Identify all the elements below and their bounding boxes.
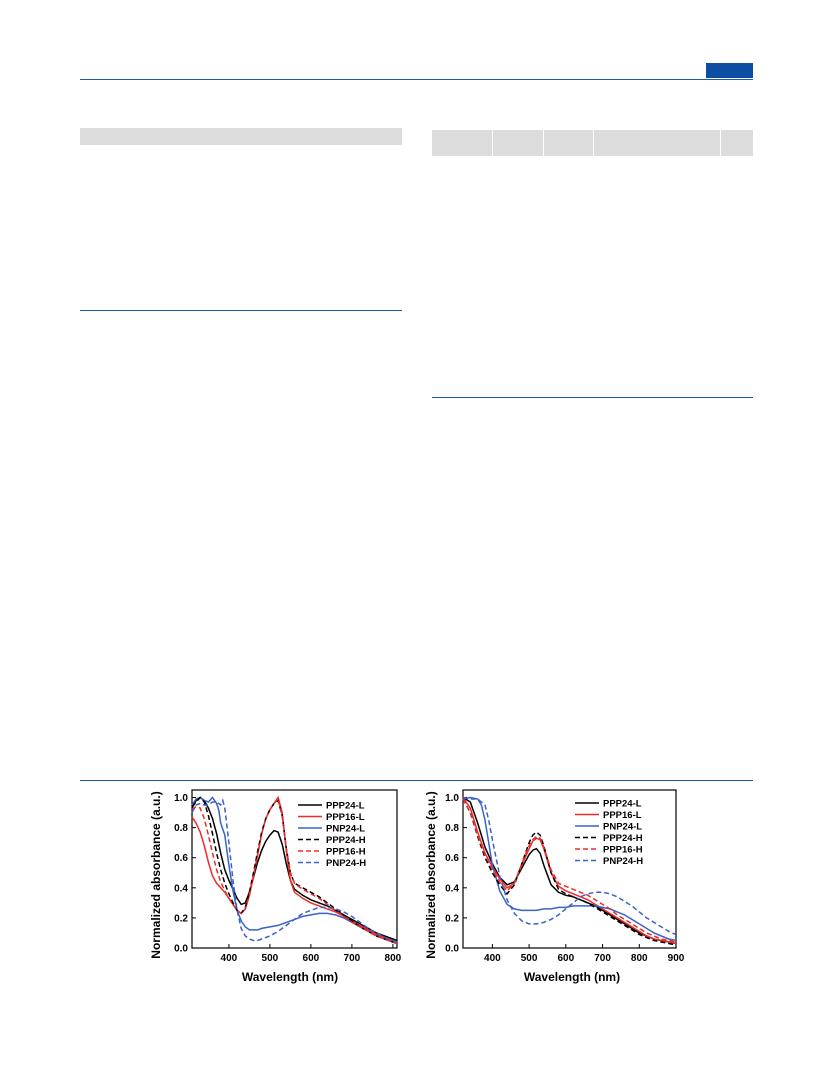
absorbance-chart-right: 0.0 0.2 0.4 0.6 0.8 1.0 400 500 600 700 800 900 PPP2…	[424, 789, 685, 984]
right-table-bottom-rule	[432, 397, 753, 398]
legend-label: PPP16-L	[326, 812, 365, 823]
x-tick-label: 400	[484, 953, 501, 964]
legend-label: PPP24-H	[326, 835, 366, 846]
x-tick-label: 500	[262, 953, 279, 964]
y-tick-label: 0.8	[445, 823, 459, 834]
series-line-ppp24-h	[462, 798, 677, 946]
x-tick-label: 700	[344, 953, 361, 964]
right-table-header-band	[432, 130, 753, 156]
x-tick-label: 800	[631, 953, 648, 964]
header-badge	[706, 63, 753, 78]
plot-frame	[462, 789, 677, 949]
legend-label: PPP24-L	[603, 799, 642, 810]
legend-label: PPP16-H	[326, 847, 366, 858]
y-tick-label: 0.8	[174, 823, 188, 834]
series-line-ppp16-h	[462, 798, 677, 943]
absorbance-chart-left: 0.0 0.2 0.4 0.6 0.8 1.0 400 500 600 700 800 PPP24-L…	[149, 789, 402, 984]
series-line-ppp24-l	[191, 796, 398, 942]
y-axis-label: Normalized absorbance (a.u.)	[424, 791, 438, 958]
x-axis-label: Wavelength (nm)	[524, 970, 620, 984]
x-tick-label: 500	[521, 953, 538, 964]
legend-label: PNP24-H	[603, 856, 643, 867]
series-line-pnp24-l	[191, 796, 398, 945]
x-tick-label: 700	[594, 953, 611, 964]
x-tick-label: 600	[557, 953, 574, 964]
left-table-header-band	[80, 128, 402, 145]
table-column-divider	[593, 130, 594, 156]
legend-label: PNP24-L	[603, 822, 642, 833]
plot-area: 0.0 0.2 0.4 0.6 0.8 1.0 400 500 600 700 800 PPP24-L…	[174, 789, 402, 964]
y-axis-label: Normalized absorbance (a.u.)	[149, 791, 163, 958]
header-rule	[80, 79, 753, 80]
plot-area: 0.0 0.2 0.4 0.6 0.8 1.0 400 500 600 700 800 900 PPP2…	[445, 789, 685, 964]
x-tick-label: 800	[385, 953, 402, 964]
y-tick-label: 1.0	[174, 793, 188, 804]
legend-label: PPP16-H	[603, 845, 643, 856]
y-tick-label: 0.0	[174, 944, 188, 955]
y-tick-label: 0.0	[445, 944, 459, 955]
table-column-divider	[720, 130, 721, 156]
y-tick-label: 0.6	[174, 853, 188, 864]
legend-label: PNP24-H	[326, 858, 366, 869]
series-line-pnp24-l	[462, 796, 677, 942]
series-line-ppp16-l	[462, 797, 677, 945]
y-tick-label: 0.4	[174, 883, 188, 894]
y-tick-label: 0.6	[445, 853, 459, 864]
table-column-divider	[543, 130, 544, 156]
plot-frame	[191, 789, 398, 949]
legend-label: PNP24-L	[326, 824, 365, 835]
x-tick-label: 400	[221, 953, 238, 964]
legend-label: PPP24-L	[326, 801, 365, 812]
y-tick-label: 0.4	[445, 883, 459, 894]
series-line-ppp16-h	[191, 797, 398, 945]
x-axis-label: Wavelength (nm)	[242, 970, 338, 984]
x-tick-label: 600	[303, 953, 320, 964]
y-tick-label: 0.2	[445, 913, 459, 924]
series-line-pnp24-h	[191, 798, 398, 943]
y-tick-label: 0.2	[174, 913, 188, 924]
legend-label: PPP24-H	[603, 833, 643, 844]
left-section-rule	[80, 310, 402, 311]
table-column-divider	[492, 130, 493, 156]
y-tick-label: 1.0	[445, 793, 459, 804]
legend-label: PPP16-L	[603, 810, 642, 821]
figure-top-rule	[80, 780, 753, 781]
x-tick-label: 900	[668, 953, 685, 964]
series-line-pnp24-h	[462, 796, 677, 936]
series-line-ppp24-h	[191, 796, 398, 945]
